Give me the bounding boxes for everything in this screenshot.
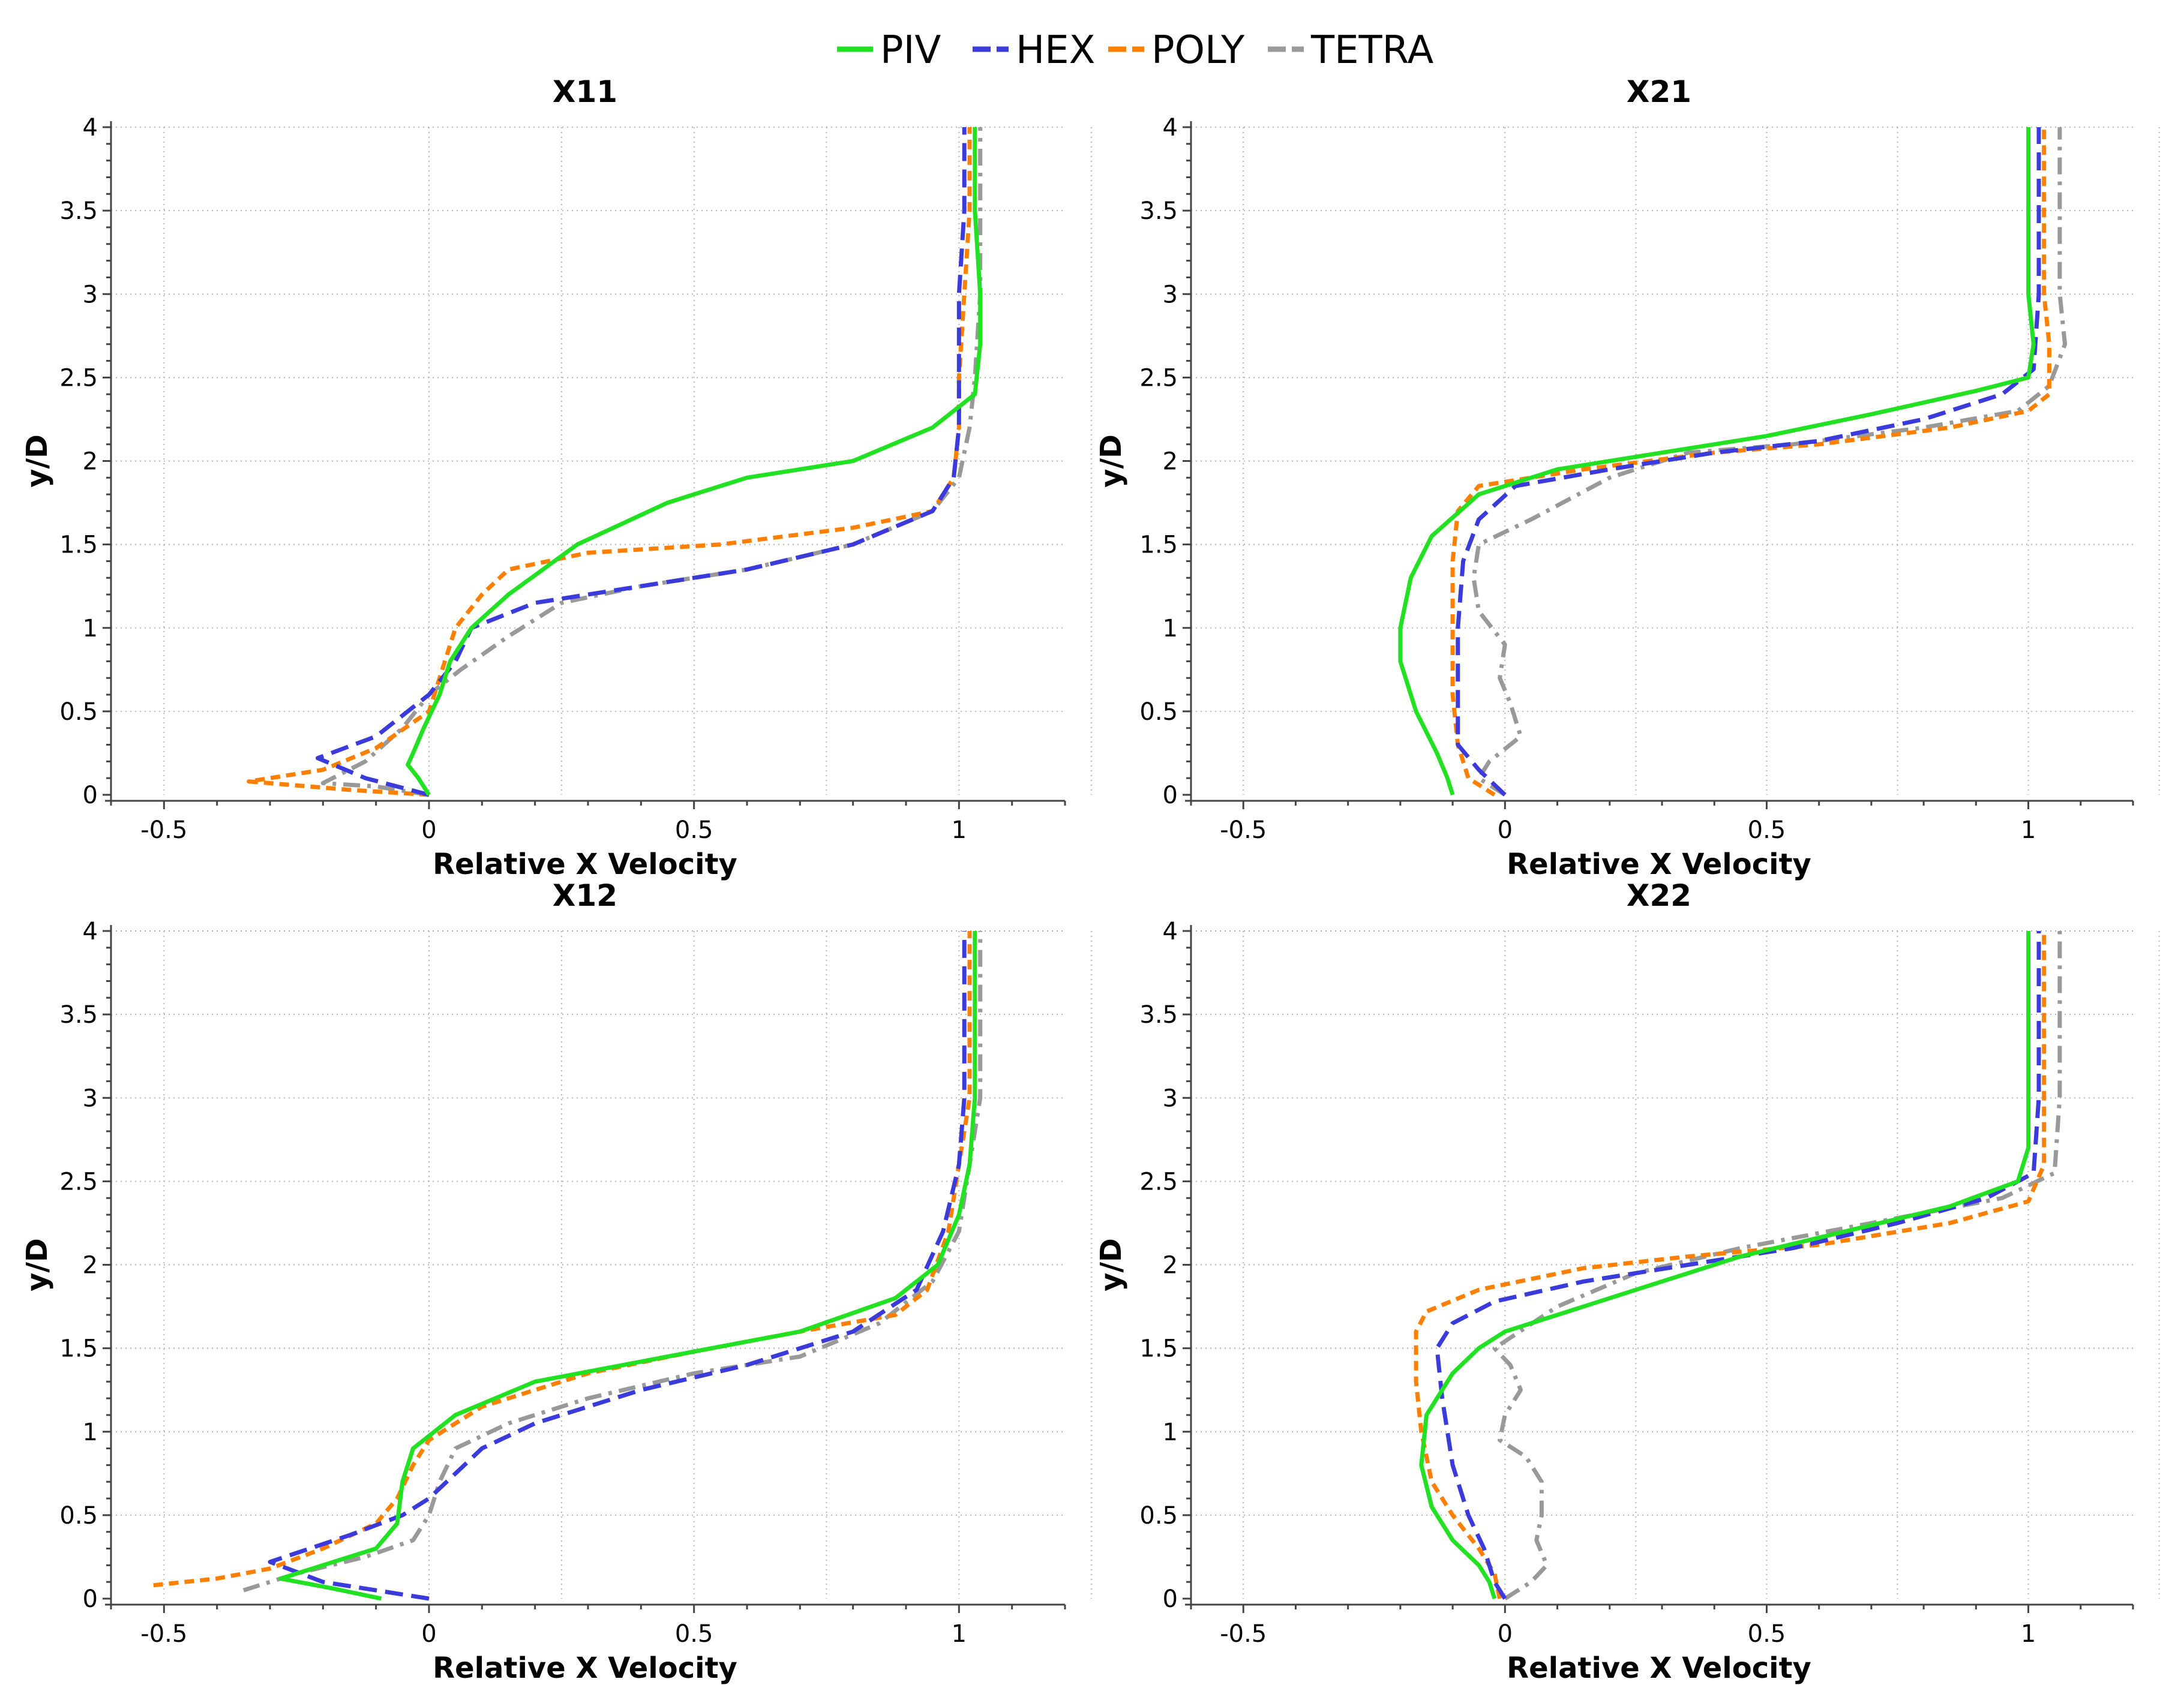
y-tick-label: 2 [83,448,98,476]
x-tick-label: -0.5 [1220,816,1267,844]
y-tick-label: 3.5 [59,197,98,225]
series-line-hex [1456,127,2041,797]
y-tick-label: 0 [1163,1585,1178,1613]
x-tick-label: -0.5 [140,1620,187,1648]
x-axis-label: Relative X Velocity [433,848,737,881]
legend-label-hex: HEX [1016,28,1095,73]
x-axis-label: Relative X Velocity [1507,1651,1811,1685]
x-tick-label: -0.5 [140,816,187,844]
y-tick-label: 2.5 [59,364,98,392]
x-tick-label: 0 [1498,1620,1513,1648]
x-tick-label: 1 [2021,816,2036,844]
x-tick-label: 0.5 [1748,816,1786,844]
y-tick-label: 3 [1163,1085,1178,1112]
y-tick-label: 2 [1163,448,1178,476]
series-line-tetra [242,931,983,1593]
y-axis-label: y/D [1094,434,1128,488]
chart-panel-x12: 0 0.5 1 1.5 2 2.5 3 3.5 4 -0.5 0 0.5 1 X12 Relative X … [20,878,1093,1685]
y-tick-label: 4 [83,114,98,142]
y-tick-label: 1 [1163,615,1178,642]
series-line-tetra [1492,931,2062,1600]
y-tick-label: 2 [83,1252,98,1279]
legend-label-poly: POLY [1151,28,1245,73]
x-tick-label: 0.5 [675,816,713,844]
x-tick-label: 0.5 [1748,1620,1786,1648]
series-line-poly [1450,127,2051,797]
x-tick-label: 1 [2021,1620,2036,1648]
series-line-hex [268,931,967,1601]
y-tick-label: 1 [1163,1419,1178,1446]
series-line-poly [247,127,972,797]
y-tick-label: 3 [1163,281,1178,308]
x-tick-label: 0 [421,1620,436,1648]
y-tick-label: 0 [1163,782,1178,809]
series-line-tetra [1471,127,2068,797]
y-tick-label: 1.5 [59,531,98,559]
y-tick-label: 0 [83,782,98,809]
y-tick-label: 1 [83,1419,98,1446]
chart-title: X11 [553,74,617,109]
series-line-tetra [320,127,983,797]
grid [1191,930,2160,1599]
y-tick-label: 2.5 [1139,364,1178,392]
chart-panel-x21: 0 0.5 1 1.5 2 2.5 3 3.5 4 -0.5 0 0.5 1 X21 Relative X … [1094,74,2160,881]
x-tick-label: 0 [421,816,436,844]
y-tick-label: 1.5 [1139,1335,1178,1363]
y-tick-label: 2 [1163,1252,1178,1279]
y-axis-label: y/D [20,434,54,488]
x-tick-label: -0.5 [1220,1620,1267,1648]
x-axis-label: Relative X Velocity [433,1651,737,1685]
y-tick-label: 4 [1163,918,1178,945]
y-tick-label: 4 [83,918,98,945]
x-axis-label: Relative X Velocity [1507,848,1811,881]
y-tick-label: 4 [1163,114,1178,142]
chart-title: X22 [1627,878,1691,913]
y-tick-label: 2.5 [1139,1168,1178,1196]
y-tick-label: 1.5 [59,1335,98,1363]
chart-legend: PIV HEX POLY TETRA [837,28,1434,73]
series-line-piv [278,931,977,1601]
y-tick-label: 3 [83,281,98,308]
x-tick-label: 0.5 [675,1620,713,1648]
y-tick-label: 0.5 [1139,698,1178,726]
grid [111,930,1093,1599]
series-line-piv [1419,931,2031,1600]
chart-panel-x22: 0 0.5 1 1.5 2 2.5 3 3.5 4 -0.5 0 0.5 1 X22 Relative X … [1094,878,2160,1685]
legend-label-tetra: TETRA [1310,28,1434,73]
y-axis-label: y/D [20,1238,54,1291]
y-tick-label: 0.5 [59,698,98,726]
y-tick-label: 3.5 [1139,1001,1178,1029]
chart-panel-x11: 0 0.5 1 1.5 2 2.5 3 3.5 4 -0.5 0 0.5 1 X11 Relative X … [20,74,1093,881]
y-tick-label: 2.5 [59,1168,98,1196]
chart-title: X12 [553,878,617,913]
chart-title: X21 [1627,74,1691,109]
x-tick-label: 1 [952,1620,967,1648]
y-tick-label: 3.5 [59,1001,98,1029]
y-tick-label: 3.5 [1139,197,1178,225]
y-axis-label: y/D [1094,1238,1128,1291]
y-tick-label: 0.5 [59,1502,98,1530]
grid [111,127,1093,795]
x-tick-label: 1 [952,816,967,844]
y-tick-label: 1 [83,615,98,642]
legend-label-piv: PIV [880,28,941,73]
x-tick-label: 0 [1498,816,1513,844]
y-tick-label: 1.5 [1139,531,1178,559]
series-line-hex [1435,931,2041,1600]
y-tick-label: 3 [83,1085,98,1112]
series-line-piv [1398,127,2036,796]
series-line-piv [406,127,983,796]
y-tick-label: 0 [83,1585,98,1613]
y-tick-label: 0.5 [1139,1502,1178,1530]
series-line-hex [316,127,967,797]
